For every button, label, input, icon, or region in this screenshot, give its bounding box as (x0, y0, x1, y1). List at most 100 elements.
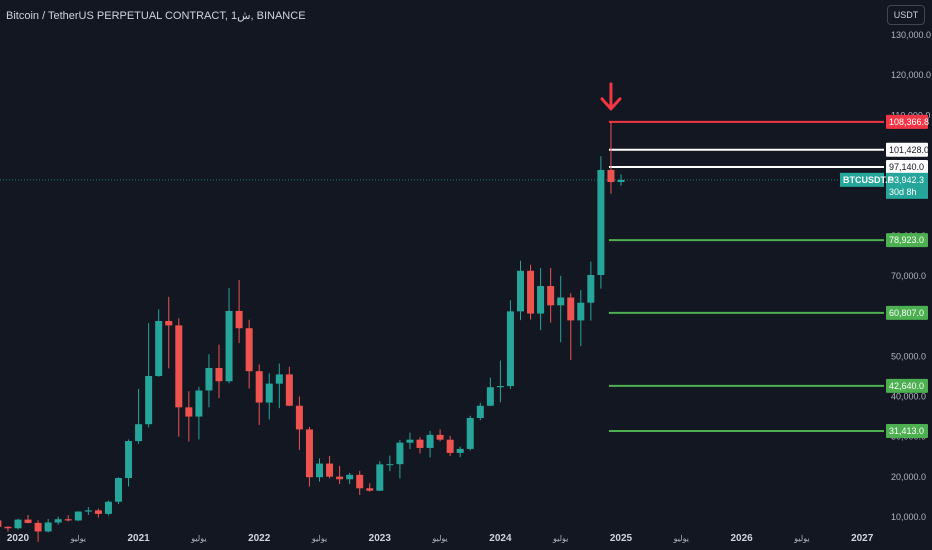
arrow-head (600, 97, 622, 111)
candle-body[interactable] (386, 464, 394, 466)
candle-body[interactable] (24, 519, 32, 523)
time-axis[interactable]: 2020 يوليو 2021 يوليو 2022 يوليو 2023 يوليو 2024… (7, 533, 874, 544)
candle-body[interactable] (64, 519, 72, 521)
candle-body[interactable] (336, 476, 344, 480)
candle-body[interactable] (54, 519, 62, 523)
candle-body[interactable] (115, 478, 122, 502)
candle-body[interactable] (305, 429, 313, 478)
candle-body[interactable] (295, 405, 303, 430)
candle-body[interactable] (506, 311, 514, 387)
price-tag-bg (886, 159, 928, 174)
candle-body[interactable] (426, 434, 434, 448)
y-tick-label: 20,000.0 (891, 472, 926, 482)
candle-body[interactable] (326, 463, 334, 477)
candle-body[interactable] (145, 376, 153, 425)
x-tick-label: 2025 (610, 533, 633, 544)
symbol-tag-label: BTCUSDT.P (843, 175, 894, 185)
candle-body[interactable] (34, 522, 42, 532)
candle-body[interactable] (537, 286, 545, 314)
candle-body[interactable] (316, 463, 323, 478)
plot-area[interactable] (0, 82, 884, 542)
candle-body[interactable] (165, 320, 173, 326)
candle-body[interactable] (496, 386, 504, 388)
current-price-tag-bg (886, 172, 928, 199)
price-tag-label: 60,807.0 (889, 308, 924, 318)
candle-body[interactable] (406, 439, 414, 443)
candle-body[interactable] (84, 510, 92, 512)
y-tick-label: 70,000.0 (891, 271, 926, 281)
x-tick-label: يوليو (70, 534, 86, 543)
price-tag-label: 31,413.0 (889, 426, 924, 436)
candle-body[interactable] (587, 274, 595, 303)
candle-body[interactable] (0, 520, 2, 527)
candle-body[interactable] (527, 270, 535, 314)
price-tags: 108,366.8 101,428.0 97,140.0 78,923.0 60,807… (840, 114, 929, 438)
candle-body[interactable] (456, 448, 464, 453)
x-tick-label: 2020 (7, 533, 30, 544)
candle-body[interactable] (597, 169, 605, 275)
price-tag-bg (886, 378, 928, 393)
x-tick-label: 2021 (127, 533, 150, 544)
candle-body[interactable] (607, 169, 615, 183)
price-tag-bg (886, 423, 928, 438)
candle-body[interactable] (255, 371, 263, 403)
candle-body[interactable] (346, 474, 354, 480)
candle-body[interactable] (175, 325, 183, 408)
price-tag-label: 97,140.0 (889, 162, 924, 172)
price-tag-bg (886, 305, 928, 320)
candle-body[interactable] (125, 441, 133, 479)
candle-body[interactable] (547, 286, 555, 306)
y-tick-label: 130,000.0 (891, 30, 931, 40)
candle-body[interactable] (94, 510, 102, 514)
candle-body[interactable] (275, 374, 283, 384)
price-tag-bg (886, 233, 928, 248)
x-tick-label: 2023 (369, 533, 392, 544)
candle-body[interactable] (155, 320, 163, 377)
candle-body[interactable] (285, 374, 293, 406)
x-tick-label: يوليو (793, 534, 809, 543)
candle-body[interactable] (436, 434, 444, 440)
candle-body[interactable] (567, 297, 575, 321)
x-tick-label: يوليو (552, 534, 568, 543)
candle-body[interactable] (215, 367, 223, 382)
candle-body[interactable] (486, 387, 494, 406)
price-tag-label: 42,640.0 (889, 381, 924, 391)
x-tick-label: 2024 (489, 533, 512, 544)
price-tag-label: 78,923.0 (889, 235, 924, 245)
candle-body[interactable] (235, 310, 243, 329)
candle-body[interactable] (195, 390, 203, 417)
candle-body[interactable] (44, 522, 52, 532)
candle-body[interactable] (617, 179, 625, 183)
candle-body[interactable] (74, 511, 82, 521)
candle-body[interactable] (396, 442, 404, 465)
x-tick-label: يوليو (190, 534, 206, 543)
candle-body[interactable] (265, 383, 273, 403)
y-tick-label: 120,000.0 (891, 70, 931, 80)
candle-body[interactable] (376, 464, 384, 491)
currency-button[interactable]: USDT (887, 5, 925, 25)
candle-body[interactable] (104, 501, 112, 514)
candle-body[interactable] (205, 367, 213, 391)
candle-body[interactable] (185, 407, 193, 417)
x-tick-label: 2022 (248, 533, 271, 544)
candle-body[interactable] (225, 310, 233, 382)
candle-body[interactable] (466, 417, 474, 449)
candle-body[interactable] (517, 270, 524, 312)
candle-body[interactable] (416, 439, 424, 448)
x-tick-label: 2027 (851, 533, 874, 544)
candle-body[interactable] (557, 297, 565, 306)
candle-body[interactable] (446, 439, 454, 453)
candle-body[interactable] (135, 424, 143, 442)
candle-body[interactable] (245, 328, 253, 372)
candle-body[interactable] (14, 519, 22, 529)
chart-title: Bitcoin / TetherUS PERPETUAL CONTRACT, 1… (6, 10, 306, 22)
candle-body[interactable] (356, 474, 364, 489)
candle-body[interactable] (476, 405, 484, 418)
candle-body[interactable] (577, 302, 585, 321)
candle-body[interactable] (4, 526, 12, 529)
x-tick-label: يوليو (673, 534, 689, 543)
candle-body[interactable] (366, 488, 374, 491)
x-tick-label: 2026 (730, 533, 753, 544)
